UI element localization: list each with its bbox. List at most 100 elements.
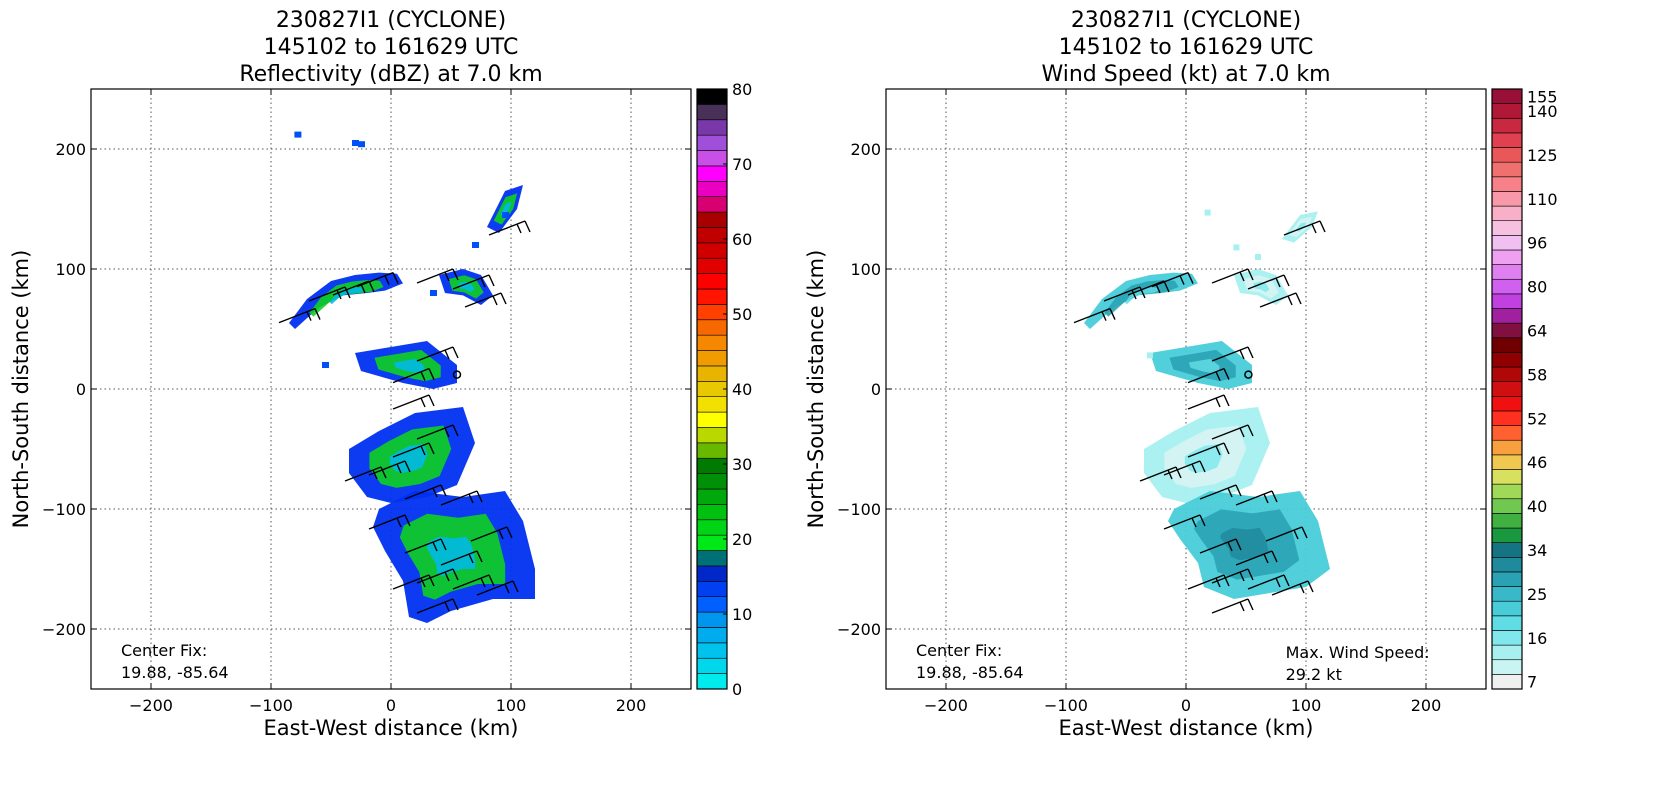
barb-flag bbox=[444, 349, 450, 360]
wind-cell bbox=[1255, 254, 1261, 260]
colorbar-swatch bbox=[1491, 322, 1523, 339]
barb-flag bbox=[452, 568, 459, 581]
colorbar-tick-label: 110 bbox=[1527, 190, 1558, 209]
barb-staff bbox=[368, 460, 406, 476]
echo-cell bbox=[502, 212, 509, 218]
colorbar-swatch bbox=[1491, 147, 1523, 163]
wind-barb bbox=[1139, 466, 1182, 482]
colorbar-swatch bbox=[1491, 659, 1523, 675]
barb-staff bbox=[392, 574, 430, 590]
colorbar-tick-label: 70 bbox=[732, 155, 752, 174]
colorbar-swatch bbox=[1491, 542, 1523, 558]
colorbar-tick-label: 52 bbox=[1527, 409, 1547, 428]
colorbar-swatch bbox=[1491, 396, 1523, 412]
wind-barb bbox=[1151, 271, 1194, 288]
field-region-core bbox=[393, 358, 425, 374]
barb-flag bbox=[1239, 601, 1245, 612]
colorbar-swatch bbox=[1491, 132, 1523, 148]
field-region-core bbox=[1253, 281, 1270, 293]
colorbar-swatch bbox=[696, 104, 728, 121]
barb-flag bbox=[1223, 574, 1230, 587]
barb-staff bbox=[476, 580, 514, 596]
wind-barb bbox=[416, 568, 459, 584]
barb-staff bbox=[416, 346, 454, 362]
barb-staff bbox=[392, 394, 430, 410]
colorbar-swatch bbox=[696, 657, 728, 674]
colorbar-swatch bbox=[696, 457, 728, 474]
colorbar-swatch bbox=[1491, 483, 1523, 500]
barb-staff bbox=[278, 307, 316, 324]
x-tick-label: 100 bbox=[1291, 696, 1322, 715]
field-region-core bbox=[329, 287, 365, 305]
barb-staff bbox=[1139, 466, 1177, 482]
colorbar-tick-label: 58 bbox=[1527, 365, 1547, 384]
barb-staff bbox=[392, 367, 430, 384]
barb-flag bbox=[504, 583, 510, 594]
wind-barb bbox=[1247, 574, 1290, 590]
wind-barb bbox=[356, 271, 399, 288]
colorbar-swatch bbox=[696, 396, 728, 413]
colorbar-swatch bbox=[1491, 513, 1523, 529]
barb-flag bbox=[1271, 490, 1278, 503]
barb-flag bbox=[1223, 442, 1230, 455]
wind-barb bbox=[452, 574, 495, 590]
barb-flag bbox=[420, 577, 426, 588]
chart-title-line: 145102 to 161629 UTC bbox=[264, 35, 519, 60]
colorbar-tick-label: 80 bbox=[1527, 278, 1547, 297]
colorbar-swatch bbox=[696, 519, 728, 536]
wind-barb bbox=[1211, 346, 1254, 362]
barb-flag bbox=[452, 346, 459, 359]
barb-flag bbox=[1247, 424, 1254, 437]
barb-flag bbox=[1263, 553, 1269, 564]
wind-barb bbox=[404, 484, 447, 500]
wind-barb bbox=[308, 286, 351, 302]
annotation-text: 29.2 kt bbox=[1286, 665, 1342, 684]
colorbar-swatch bbox=[696, 596, 728, 613]
barb-staff bbox=[404, 484, 442, 500]
barb-flag bbox=[1223, 394, 1230, 407]
barb-flag bbox=[420, 445, 426, 456]
colorbar-swatch bbox=[696, 88, 728, 105]
colorbar-swatch bbox=[1491, 571, 1523, 587]
barb-flag bbox=[428, 368, 435, 380]
colorbar-tick-label: 140 bbox=[1527, 102, 1558, 121]
chart-title-line: Wind Speed (kt) at 7.0 km bbox=[1041, 62, 1330, 87]
barb-flag bbox=[488, 274, 495, 287]
wind-barb bbox=[1163, 460, 1206, 476]
echo-cell bbox=[472, 242, 479, 248]
colorbar-tick-label: 96 bbox=[1527, 234, 1547, 253]
barb-flag bbox=[1247, 346, 1254, 359]
colorbar-swatch bbox=[696, 334, 728, 351]
wind-barb bbox=[416, 424, 459, 440]
wind-barb bbox=[392, 574, 435, 590]
barb-flag bbox=[1283, 274, 1290, 287]
barb-staff bbox=[1247, 574, 1285, 590]
barb-flag bbox=[404, 514, 411, 527]
barb-staff bbox=[344, 466, 382, 482]
barb-staff bbox=[416, 424, 454, 440]
barb-staff bbox=[1259, 292, 1297, 308]
barb-flag bbox=[1235, 484, 1242, 497]
barb-staff bbox=[1103, 286, 1141, 302]
center-marker bbox=[1244, 370, 1253, 379]
colorbar-swatch bbox=[1491, 205, 1523, 222]
wind-barb bbox=[404, 538, 447, 554]
barb-staff bbox=[1247, 274, 1285, 290]
barb-flag bbox=[428, 394, 435, 407]
barb-staff bbox=[1235, 490, 1273, 506]
barb-flag bbox=[404, 460, 411, 473]
barb-staff bbox=[1199, 538, 1237, 554]
colorbar-tick-label: 64 bbox=[1527, 321, 1547, 340]
barb-staff bbox=[1211, 346, 1249, 362]
x-tick-label: −200 bbox=[924, 696, 968, 715]
wind-barb bbox=[1247, 274, 1290, 290]
barb-staff bbox=[1127, 280, 1165, 296]
barb-flag bbox=[444, 271, 450, 282]
barb-flag bbox=[1299, 583, 1305, 594]
barb-flag bbox=[306, 311, 312, 321]
colorbar-swatch bbox=[1491, 278, 1523, 295]
barb-flag bbox=[314, 308, 321, 320]
barb-flag bbox=[1191, 517, 1197, 528]
colorbar-tick-label: 46 bbox=[1527, 453, 1547, 472]
barb-flag bbox=[452, 268, 459, 281]
